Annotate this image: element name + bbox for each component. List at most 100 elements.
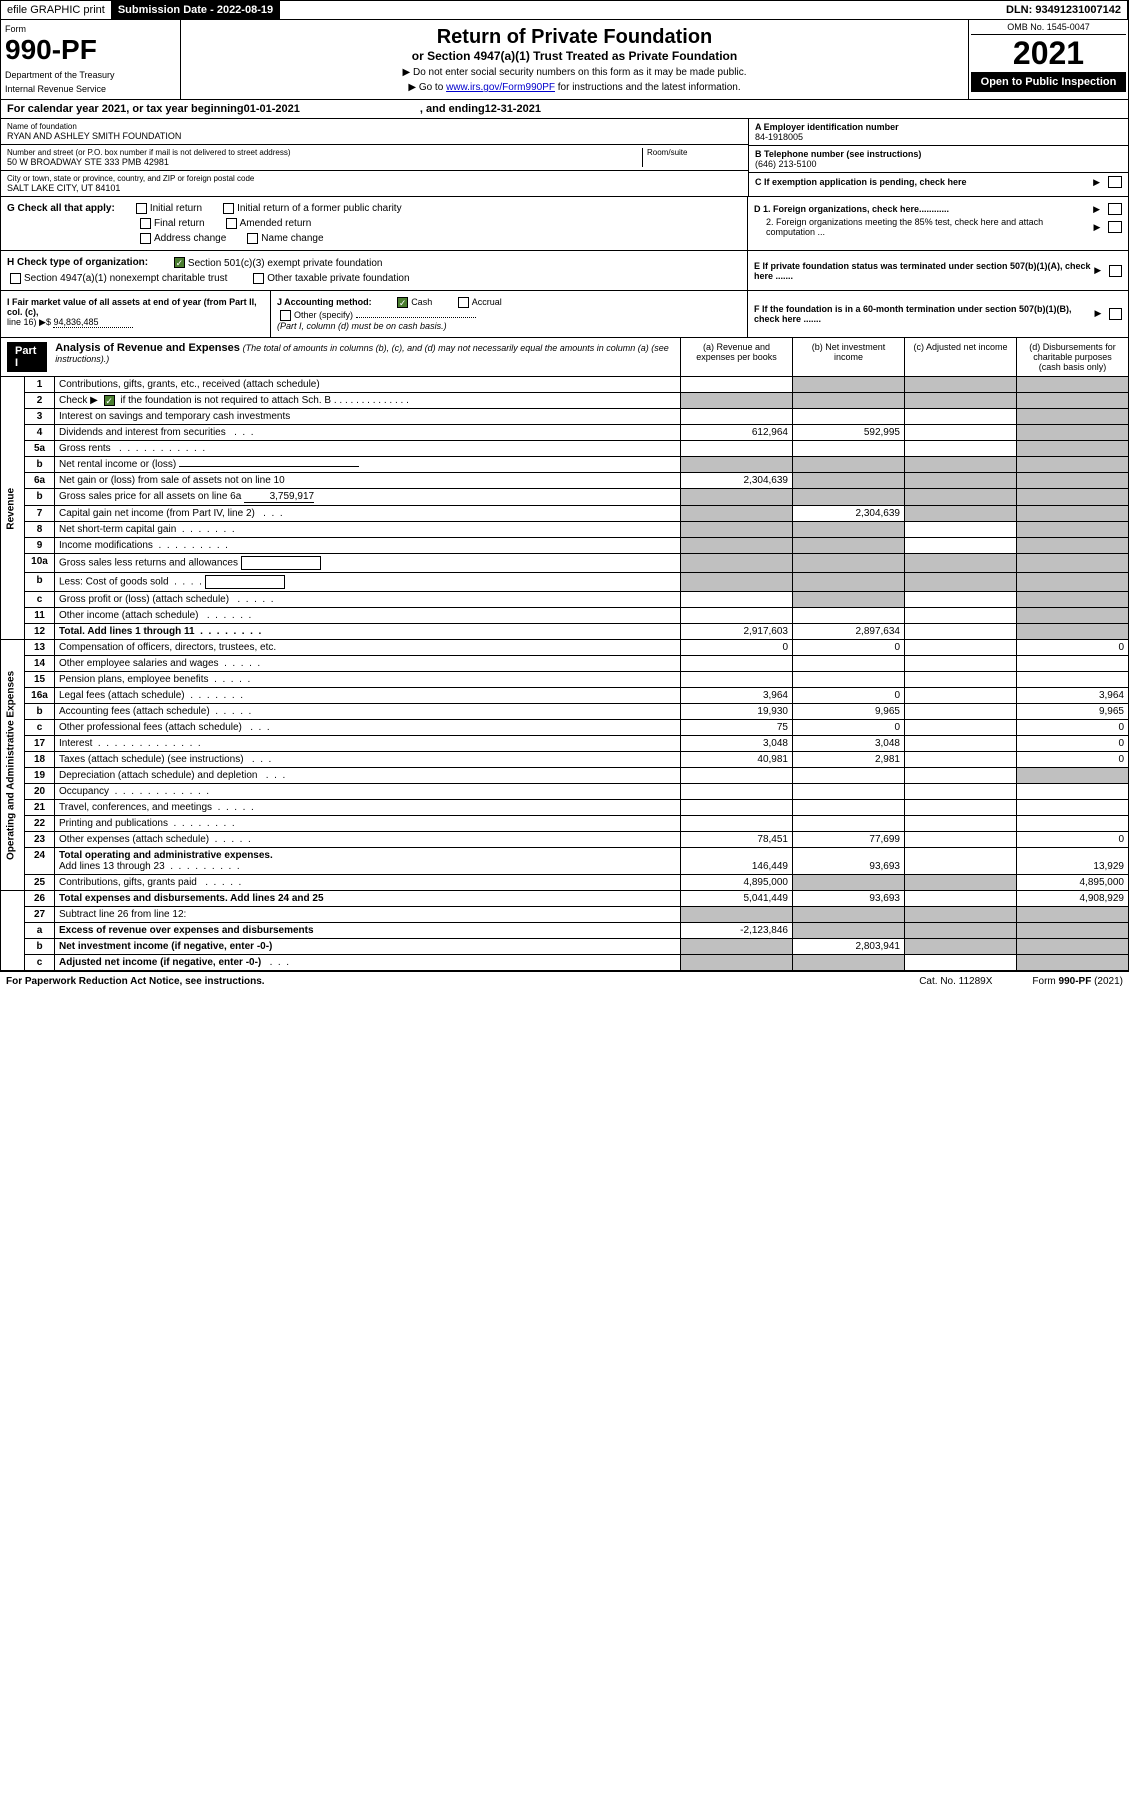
check-amended-return[interactable] [226, 218, 237, 229]
line-10a: 10aGross sales less returns and allowanc… [1, 554, 1129, 573]
phone-value: (646) 213-5100 [755, 159, 1122, 169]
line-21: 21Travel, conferences, and meetings . . … [1, 800, 1129, 816]
check-terminated[interactable] [1109, 265, 1122, 277]
line-27b: bNet investment income (if negative, ent… [1, 939, 1129, 955]
form-header: Form 990-PF Department of the Treasury I… [0, 20, 1129, 100]
line-16c: cOther professional fees (attach schedul… [1, 720, 1129, 736]
city-label: City or town, state or province, country… [7, 174, 742, 183]
line-27c: cAdjusted net income (if negative, enter… [1, 955, 1129, 971]
line-9: 9Income modifications . . . . . . . . . [1, 538, 1129, 554]
line-4: 4Dividends and interest from securities … [1, 425, 1129, 441]
line-2: 2Check ▶ if the foundation is not requir… [1, 392, 1129, 408]
dept-treasury: Department of the Treasury [5, 70, 176, 80]
i-line-label: line 16) ▶$ [7, 317, 53, 327]
check-name-change[interactable] [247, 233, 258, 244]
d1-label: D 1. Foreign organizations, check here..… [754, 204, 949, 214]
check-initial-return[interactable] [136, 203, 147, 214]
efile-print-label[interactable]: efile GRAPHIC print [1, 1, 112, 19]
page-footer: For Paperwork Reduction Act Notice, see … [0, 971, 1129, 991]
note-link: ▶ Go to www.irs.gov/Form990PF for instru… [187, 82, 962, 93]
part1-title: Analysis of Revenue and Expenses [55, 342, 240, 354]
line-25: 25Contributions, gifts, grants paid . . … [1, 875, 1129, 891]
e-label: E If private foundation status was termi… [754, 261, 1094, 281]
line-20: 20Occupancy . . . . . . . . . . . . [1, 784, 1129, 800]
exemption-checkbox[interactable] [1108, 176, 1122, 188]
form-number: 990-PF [5, 34, 176, 66]
line-27a: aExcess of revenue over expenses and dis… [1, 923, 1129, 939]
check-accrual[interactable] [458, 297, 469, 308]
line-27: 27Subtract line 26 from line 12: [1, 907, 1129, 923]
addr-label: Number and street (or P.O. box number if… [7, 148, 642, 157]
line-6b: bGross sales price for all assets on lin… [1, 489, 1129, 506]
tax-year: 2021 [971, 35, 1126, 72]
form-title: Return of Private Foundation [187, 26, 962, 49]
i-label: I Fair market value of all assets at end… [7, 297, 264, 317]
check-initial-former[interactable] [223, 203, 234, 214]
col-a-head: (a) Revenue and expenses per books [680, 338, 792, 376]
check-address-change[interactable] [140, 233, 151, 244]
line-7: 7Capital gain net income (from Part IV, … [1, 506, 1129, 522]
exemption-label: C If exemption application is pending, c… [755, 177, 967, 187]
check-other-method[interactable] [280, 310, 291, 321]
section-h-e: H Check type of organization: Section 50… [0, 251, 1129, 290]
room-label: Room/suite [647, 148, 742, 157]
check-other-taxable[interactable] [253, 273, 264, 284]
check-85pct[interactable] [1108, 221, 1122, 233]
col-c-head: (c) Adjusted net income [904, 338, 1016, 376]
line-16a: 16aLegal fees (attach schedule) . . . . … [1, 688, 1129, 704]
phone-label: B Telephone number (see instructions) [755, 149, 1122, 159]
line-22: 22Printing and publications . . . . . . … [1, 816, 1129, 832]
calendar-year-row: For calendar year 2021, or tax year begi… [0, 100, 1129, 119]
line-5b: bNet rental income or (loss) [1, 457, 1129, 473]
f-label: F If the foundation is in a 60-month ter… [754, 304, 1095, 324]
paperwork-notice: For Paperwork Reduction Act Notice, see … [6, 976, 265, 987]
line-8: 8Net short-term capital gain . . . . . .… [1, 522, 1129, 538]
check-4947a1[interactable] [10, 273, 21, 284]
h-label: H Check type of organization: [7, 258, 148, 269]
line-15: 15Pension plans, employee benefits . . .… [1, 672, 1129, 688]
form990pf-link[interactable]: www.irs.gov/Form990PF [446, 82, 555, 93]
col-d-head: (d) Disbursements for charitable purpose… [1016, 338, 1128, 376]
check-60month[interactable] [1109, 308, 1122, 320]
submission-date: Submission Date - 2022-08-19 [112, 1, 280, 19]
line-16b: bAccounting fees (attach schedule) . . .… [1, 704, 1129, 720]
line-13: Operating and Administrative Expenses 13… [1, 640, 1129, 656]
line-6a: 6aNet gain or (loss) from sale of assets… [1, 473, 1129, 489]
line-24: 24Total operating and administrative exp… [1, 848, 1129, 875]
line-26: 26Total expenses and disbursements. Add … [1, 891, 1129, 907]
name-label: Name of foundation [7, 122, 742, 131]
line-10b: bLess: Cost of goods sold . . . . [1, 573, 1129, 592]
check-schb[interactable] [104, 395, 115, 406]
check-cash[interactable] [397, 297, 408, 308]
line-12: 12Total. Add lines 1 through 11 . . . . … [1, 624, 1129, 640]
form-ref: Form 990-PF (2021) [1032, 976, 1123, 987]
line-18: 18Taxes (attach schedule) (see instructi… [1, 752, 1129, 768]
check-501c3[interactable] [174, 257, 185, 268]
form-subtitle: or Section 4947(a)(1) Trust Treated as P… [187, 49, 962, 63]
street-address: 50 W BROADWAY STE 333 PMB 42981 [7, 157, 642, 167]
catalog-number: Cat. No. 11289X [919, 976, 992, 987]
line-23: 23Other expenses (attach schedule) . . .… [1, 832, 1129, 848]
ein-value: 84-1918005 [755, 132, 1122, 142]
note-ssn: ▶ Do not enter social security numbers o… [187, 67, 962, 78]
line-1: Revenue 1Contributions, gifts, grants, e… [1, 377, 1129, 393]
dln: DLN: 93491231007142 [1000, 1, 1128, 19]
part1-header: Part I Analysis of Revenue and Expenses … [0, 338, 1129, 377]
g-label: G Check all that apply: [7, 203, 115, 214]
foundation-info: Name of foundation RYAN AND ASHLEY SMITH… [0, 119, 1129, 197]
analysis-table: Revenue 1Contributions, gifts, grants, e… [0, 377, 1129, 971]
part1-label: Part I [7, 342, 47, 372]
line-5a: 5aGross rents . . . . . . . . . . . [1, 441, 1129, 457]
line-17: 17Interest . . . . . . . . . . . . .3,04… [1, 736, 1129, 752]
line-14: 14Other employee salaries and wages . . … [1, 656, 1129, 672]
check-foreign-org[interactable] [1108, 203, 1122, 215]
irs-label: Internal Revenue Service [5, 84, 176, 94]
city-state-zip: SALT LAKE CITY, UT 84101 [7, 183, 742, 193]
check-final-return[interactable] [140, 218, 151, 229]
j-label: J Accounting method: [277, 297, 372, 307]
col-b-head: (b) Net investment income [792, 338, 904, 376]
foundation-name: RYAN AND ASHLEY SMITH FOUNDATION [7, 131, 742, 141]
revenue-side: Revenue [1, 377, 25, 640]
ein-label: A Employer identification number [755, 122, 1122, 132]
topbar: efile GRAPHIC print Submission Date - 20… [0, 0, 1129, 20]
